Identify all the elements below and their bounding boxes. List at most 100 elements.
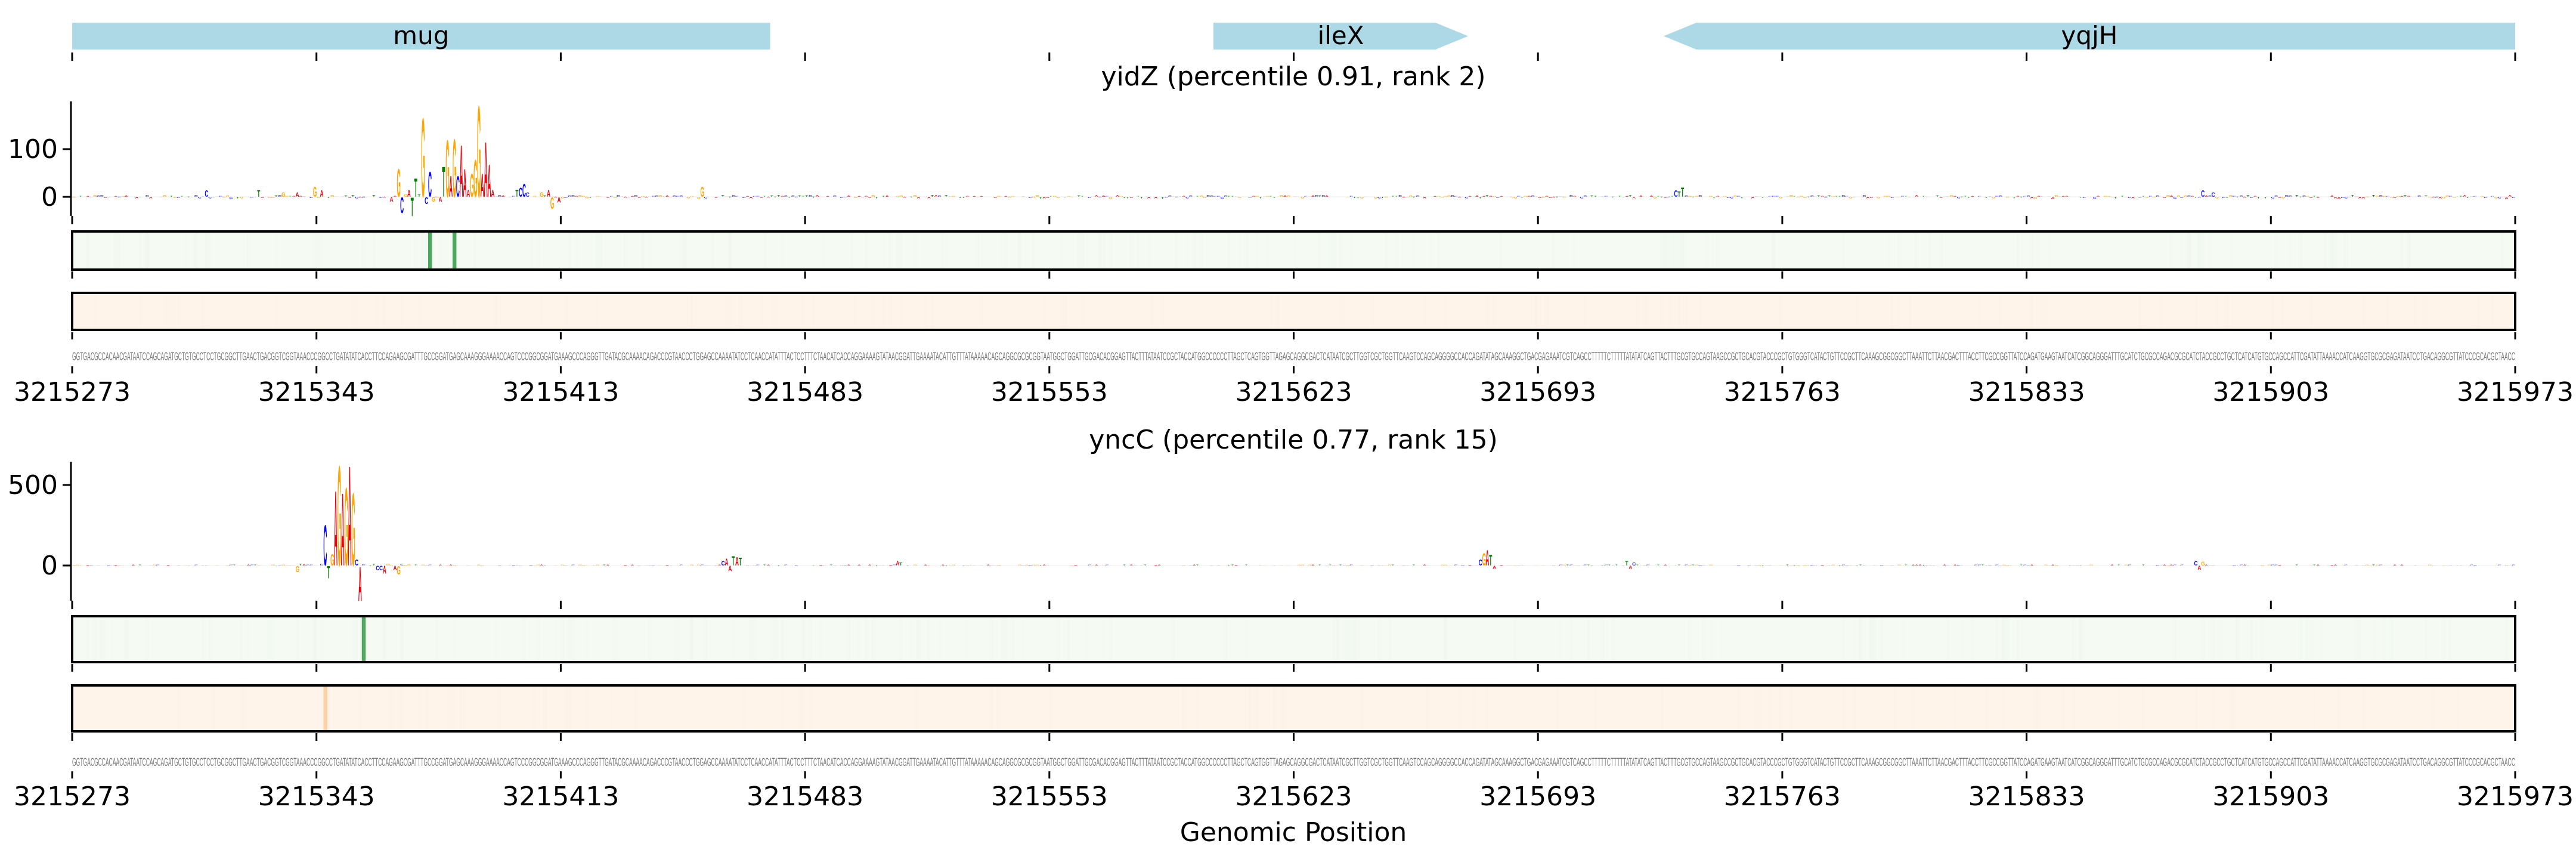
attribution-band-orange bbox=[72, 685, 2515, 731]
logo-letter-A: A bbox=[341, 472, 345, 588]
band-cell bbox=[896, 231, 899, 270]
logo-letter: T bbox=[1391, 196, 1394, 197]
logo-letter-T: T bbox=[417, 193, 421, 198]
logo-letter: C bbox=[2379, 195, 2383, 198]
band-cell bbox=[941, 231, 945, 270]
logo-letter: G bbox=[1255, 196, 1259, 197]
band-cell bbox=[561, 616, 564, 662]
band-cell bbox=[174, 293, 177, 330]
band-cell bbox=[2009, 293, 2012, 330]
logo-letter-T: T bbox=[899, 561, 902, 567]
logo-letter-C: C bbox=[362, 564, 366, 566]
logo-letter: A bbox=[2358, 197, 2363, 199]
logo-letter: A bbox=[1939, 197, 1943, 198]
logo-letter-C: C bbox=[205, 189, 208, 199]
logo-letter: G bbox=[271, 565, 275, 566]
band-cell bbox=[770, 293, 774, 330]
band-cell bbox=[1280, 685, 1283, 731]
band-cell bbox=[271, 616, 275, 662]
band-cell bbox=[1758, 685, 1761, 731]
logo-letter: G bbox=[163, 195, 166, 198]
band-cell bbox=[641, 231, 645, 270]
logo-letter: A bbox=[125, 195, 129, 197]
band-cell bbox=[924, 293, 927, 330]
logo-letter: A bbox=[2316, 197, 2320, 198]
band-cell bbox=[1395, 231, 1398, 270]
logo-letter: T bbox=[805, 195, 808, 197]
band-cell bbox=[1102, 231, 1106, 270]
logo-letter: A bbox=[965, 196, 970, 197]
logo-letter-A: A bbox=[460, 129, 463, 213]
band-cell bbox=[2236, 616, 2240, 662]
logo-letter-A: A bbox=[1493, 565, 1496, 570]
band-cell bbox=[2414, 685, 2417, 731]
band-cell bbox=[564, 293, 568, 330]
attribution-band-green bbox=[72, 616, 2515, 662]
band-cell bbox=[240, 293, 243, 330]
band-cell bbox=[330, 685, 334, 731]
band-cell bbox=[2449, 616, 2453, 662]
logo-letter: G bbox=[1388, 565, 1392, 566]
logo-letter: C bbox=[229, 565, 233, 566]
logo-letter-A: A bbox=[407, 188, 411, 199]
band-cell bbox=[100, 616, 104, 662]
band-cell bbox=[145, 616, 149, 662]
band-cell bbox=[400, 685, 404, 731]
band-cell bbox=[2299, 231, 2302, 270]
logo-letter: A bbox=[2334, 197, 2337, 199]
band-cell bbox=[428, 293, 432, 330]
band-cell bbox=[2201, 231, 2205, 270]
band-cell bbox=[962, 616, 965, 662]
logo-letter: T bbox=[1318, 565, 1321, 566]
logo-letter: G bbox=[1199, 195, 1203, 197]
band-cell bbox=[1880, 616, 1884, 662]
band-cell bbox=[247, 293, 250, 330]
logo-letter: T bbox=[1412, 197, 1415, 199]
band-cell bbox=[2281, 293, 2285, 330]
band-cell bbox=[184, 685, 187, 731]
band-cell bbox=[585, 685, 589, 731]
band-cell bbox=[2048, 231, 2051, 270]
logo-letter: A bbox=[2438, 197, 2442, 199]
logo-letter: T bbox=[1078, 195, 1080, 197]
band-cell bbox=[445, 685, 449, 731]
band-cell bbox=[990, 685, 993, 731]
band-cell bbox=[1398, 293, 1402, 330]
logo-letter: C bbox=[1105, 565, 1109, 566]
logo-letter: A bbox=[760, 197, 764, 198]
band-cell bbox=[313, 616, 317, 662]
band-cell bbox=[1702, 616, 1705, 662]
band-cell bbox=[1245, 685, 1249, 731]
band-cell bbox=[1611, 293, 1615, 330]
band-cell bbox=[2030, 293, 2033, 330]
logo-letter-G: G bbox=[477, 79, 481, 224]
band-cell bbox=[1001, 231, 1004, 270]
logo-letter: T bbox=[274, 195, 277, 197]
x-tick-label: 3215553 bbox=[991, 781, 1108, 812]
band-cell bbox=[2061, 685, 2065, 731]
band-cell bbox=[2027, 293, 2030, 330]
band-cell bbox=[673, 616, 676, 662]
logo-letter-A: A bbox=[439, 196, 442, 203]
logo-letter: C bbox=[2512, 197, 2516, 199]
logo-letter-T: T bbox=[1677, 190, 1680, 199]
logo-letter: C bbox=[784, 195, 788, 197]
band-cell bbox=[1475, 293, 1479, 330]
band-cell bbox=[1385, 293, 1388, 330]
band-cell bbox=[812, 685, 816, 731]
logo-letter: T bbox=[801, 196, 804, 197]
logo-letter: T bbox=[1660, 197, 1664, 198]
band-cell bbox=[1852, 685, 1856, 731]
logo-letter: G bbox=[1444, 565, 1448, 566]
band-cell bbox=[194, 293, 198, 330]
band-cell bbox=[205, 231, 208, 270]
band-cell bbox=[247, 616, 250, 662]
logo-letter: C bbox=[732, 194, 735, 197]
band-cell bbox=[1436, 231, 1440, 270]
logo-letter: T bbox=[1339, 565, 1343, 566]
logo-letter: A bbox=[749, 197, 753, 199]
band-cell bbox=[1754, 685, 1758, 731]
logo-letter-C: C bbox=[376, 565, 379, 573]
logo-letter: T bbox=[2459, 196, 2462, 197]
logo-letter: C bbox=[2340, 197, 2345, 199]
